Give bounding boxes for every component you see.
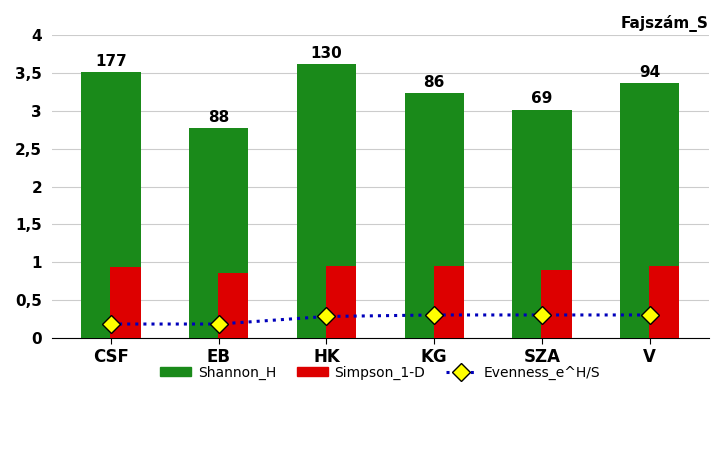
Text: 177: 177 [95, 54, 127, 69]
Bar [81, 72, 140, 338]
Line: Evenness_e^H/S: Evenness_e^H/S [105, 309, 656, 330]
Text: 69: 69 [531, 92, 552, 107]
Bar [542, 270, 572, 338]
Evenness_e^H/S [106, 321, 115, 327]
Bar [297, 64, 356, 338]
Bar [111, 267, 140, 338]
Bar [189, 128, 248, 338]
Text: 86: 86 [424, 75, 445, 90]
Bar [513, 109, 572, 338]
Text: Fajszám_S: Fajszám_S [621, 15, 709, 33]
Bar [405, 93, 464, 338]
Text: 130: 130 [311, 46, 342, 61]
Text: 88: 88 [208, 109, 230, 124]
Bar [218, 273, 248, 338]
Evenness_e^H/S [430, 312, 439, 318]
Evenness_e^H/S [645, 312, 654, 318]
Bar [620, 83, 679, 338]
Legend: Shannon_H, Simpson_1-D, Evenness_e^H/S: Shannon_H, Simpson_1-D, Evenness_e^H/S [155, 360, 606, 385]
Evenness_e^H/S [538, 312, 547, 318]
Evenness_e^H/S [214, 321, 223, 327]
Evenness_e^H/S [322, 314, 331, 319]
Bar [326, 266, 356, 338]
Bar [434, 266, 464, 338]
Text: 94: 94 [639, 65, 660, 80]
Bar [649, 266, 679, 338]
